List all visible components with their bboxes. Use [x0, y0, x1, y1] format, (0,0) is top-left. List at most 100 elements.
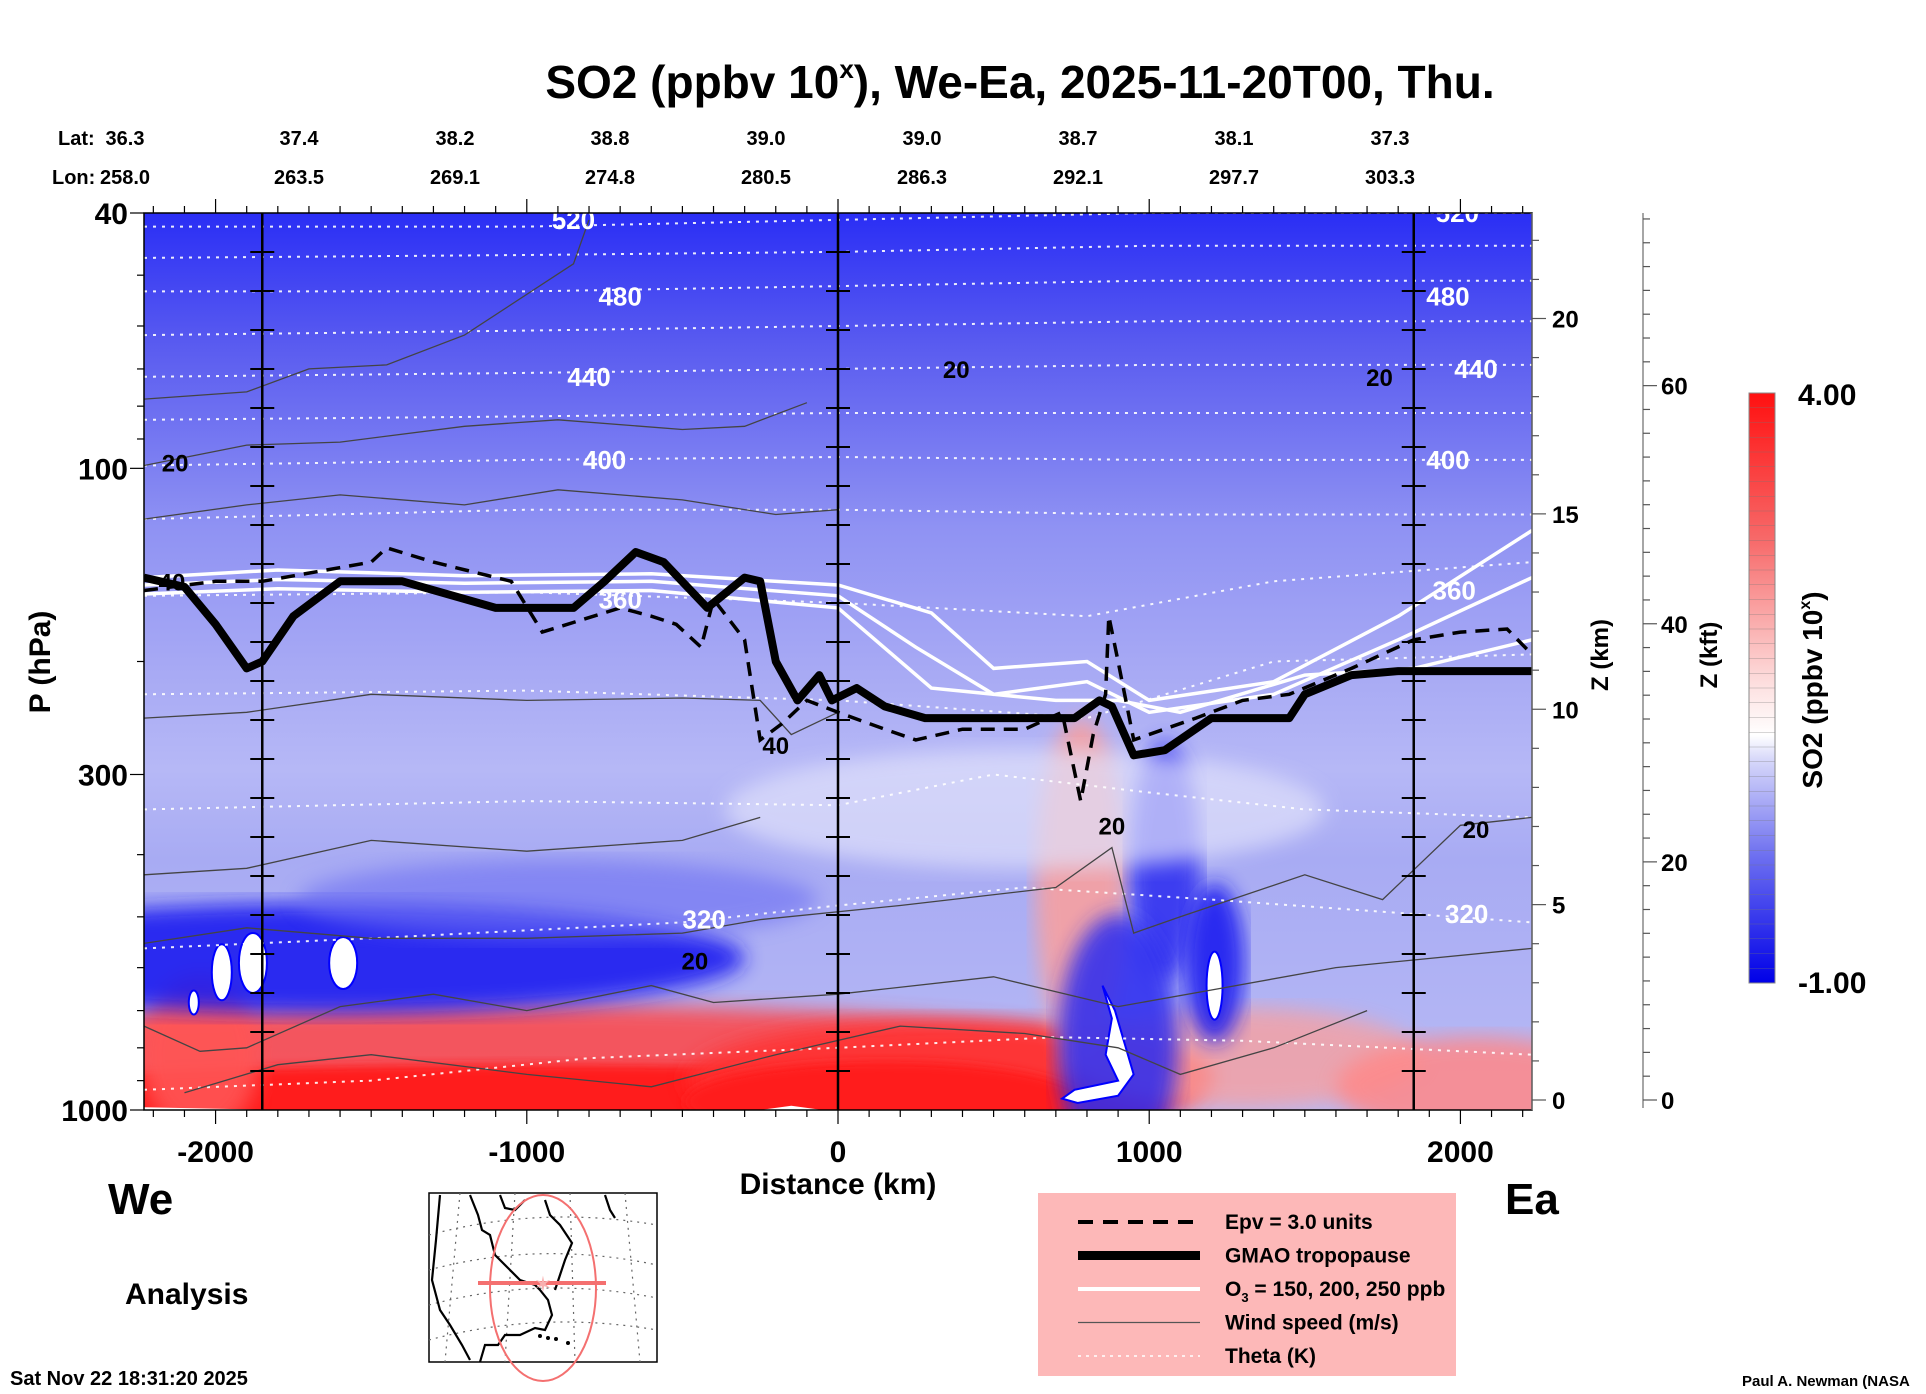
tropopause-line [144, 548, 1532, 760]
z-kft-tick-label: 40 [1661, 612, 1688, 639]
lat-value: 38.1 [1215, 128, 1254, 150]
we-label: We [108, 1175, 174, 1224]
x-tick-label: 2000 [1427, 1136, 1494, 1169]
epv-path [144, 545, 1532, 802]
lon-value: 269.1 [430, 167, 480, 189]
ozone-line [144, 576, 1532, 715]
colorbar-max-label: 4.00 [1798, 379, 1856, 412]
legend: Epv = 3.0 units GMAO tropopause O3 = 150, … [1038, 1193, 1456, 1376]
wind-speed-line [144, 219, 590, 400]
lat-value: 37.3 [1371, 128, 1410, 150]
theta-label: 480 [598, 282, 641, 312]
x-axis-label: Distance (km) [740, 1168, 937, 1201]
z-kft-tick-label: 0 [1661, 1088, 1674, 1115]
legend-label: Wind speed (m/s) [1225, 1312, 1399, 1335]
lon-value: 303.3 [1365, 167, 1415, 189]
y-axis: 40 100 300 1000 [61, 198, 144, 1128]
colorbar-title: SO2 (ppbv 10x) [1797, 591, 1828, 788]
so2-mid-region [724, 749, 1325, 870]
legend-label: GMAO tropopause [1225, 1245, 1411, 1268]
colorbar: 4.00 -1.00 SO2 (ppbv 10x) [1748, 379, 1866, 1000]
wind-labels: 20 40 40 20 20 20 20 20 [159, 357, 1490, 976]
theta-label: 520 [552, 205, 595, 235]
theta-label: 480 [1426, 282, 1469, 312]
z-km-tick-label: 20 [1552, 307, 1579, 334]
lat-lon-header: Lat: Lon: 36.3 37.4 38.2 38.8 39.0 39.0 38.7 38… [52, 128, 1415, 189]
wind-label: 20 [1099, 813, 1126, 840]
so2-below-min-hole [1205, 950, 1224, 1021]
so2-low-region [297, 859, 818, 940]
theta-label: 440 [1454, 354, 1497, 384]
lon-value: 274.8 [585, 167, 635, 189]
timestamp: Sat Nov 22 18:31:20 2025 [10, 1368, 248, 1390]
theta-label: 360 [598, 584, 641, 614]
y-tick-label: 300 [78, 759, 128, 792]
ozone-line [144, 529, 1532, 703]
wind-label: 20 [1366, 365, 1393, 392]
lat-value: 39.0 [747, 128, 786, 150]
y-tick-label: 1000 [61, 1095, 128, 1128]
wind-label: 40 [762, 733, 789, 760]
lon-value: 286.3 [897, 167, 947, 189]
lon-value: 280.5 [741, 167, 791, 189]
analysis-label: Analysis [125, 1278, 249, 1311]
theta-label: 360 [1433, 575, 1476, 605]
z-kft-tick-label: 20 [1661, 850, 1688, 877]
theta-label: 320 [682, 905, 725, 935]
z-km-axis: 0 5 10 15 20 [1531, 213, 1579, 1115]
wind-speed-line [144, 816, 761, 876]
z-kft-label: Z (kft) [1696, 622, 1723, 689]
ea-label: Ea [1505, 1175, 1559, 1224]
legend-label: Theta (K) [1225, 1345, 1316, 1368]
z-km-tick-label: 15 [1552, 502, 1579, 529]
z-km-tick-label: 0 [1552, 1088, 1565, 1115]
theta-label: 320 [1445, 899, 1488, 929]
so2-below-min-hole [210, 943, 233, 1002]
wind-label: 20 [162, 451, 189, 478]
colorbar-ticks [1749, 407, 1775, 969]
so2-below-min-hole [1059, 985, 1135, 1104]
credit: Paul A. Newman (NASA [1742, 1373, 1910, 1390]
x-tick-label: -1000 [488, 1136, 565, 1169]
wind-label: 20 [1463, 817, 1490, 844]
lat-label: Lat: [58, 128, 95, 150]
z-km-tick-label: 5 [1552, 893, 1565, 920]
legend-label: O3 = 150, 200, 250 ppb [1225, 1278, 1445, 1305]
plot-area: 520 480 440 400 360 320 480 440 400 360 320 520 20 4… [144, 198, 1532, 1110]
theta-label: 400 [583, 445, 626, 475]
x-axis: -2000 -1000 0 1000 2000 [152, 199, 1524, 1169]
legend-label: Epv = 3.0 units [1225, 1211, 1373, 1234]
x-tick-label: 1000 [1116, 1136, 1183, 1169]
island-dots [538, 1334, 570, 1345]
so2-below-min-hole [187, 989, 200, 1016]
y-tick-label: 100 [78, 453, 128, 486]
chart-title: SO2 (ppbv 10x), We-Ea, 2025-11-20T00, Th… [545, 54, 1494, 108]
z-kft-axis: 0 20 40 60 [1642, 213, 1688, 1115]
wind-speed-line [144, 816, 1532, 945]
lon-value: 263.5 [274, 167, 324, 189]
z-km-tick-label: 10 [1552, 697, 1579, 724]
y-tick-label: 40 [95, 198, 128, 231]
z-km-label: Z (km) [1587, 619, 1614, 691]
wind-label: 40 [159, 569, 186, 596]
wind-label: 20 [681, 949, 708, 976]
y-axis-label: P (hPa) [24, 611, 57, 714]
theta-label: 440 [567, 362, 610, 392]
colorbar-min-label: -1.00 [1798, 967, 1866, 1000]
wind-speed-line [144, 693, 839, 736]
lon-value: 292.1 [1053, 167, 1103, 189]
so2-below-min-hole [328, 935, 359, 990]
coastline [430, 1194, 616, 1363]
cross-section-circle [489, 1194, 597, 1382]
theta-label: 400 [1426, 445, 1469, 475]
epv-line [144, 545, 1532, 802]
theta-label: 520 [1436, 198, 1479, 228]
lon-value: 258.0 [100, 167, 150, 189]
tropopause-path [144, 548, 1532, 760]
wind-label: 20 [943, 357, 970, 384]
graticule [428, 1192, 658, 1363]
lat-value: 38.8 [591, 128, 630, 150]
location-inset-map: ✶ [428, 1192, 658, 1382]
theta-labels: 520 480 440 400 360 320 480 440 400 360 320 520 [552, 198, 1498, 935]
